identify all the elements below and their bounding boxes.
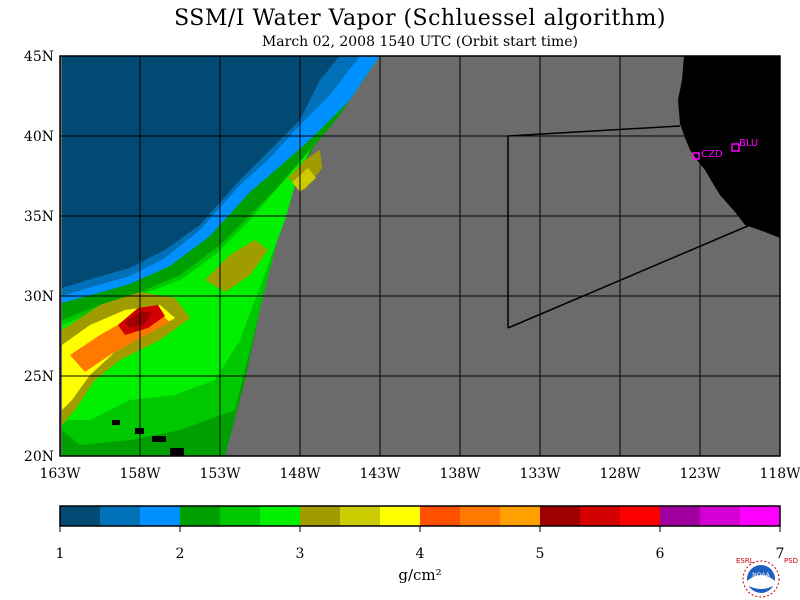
colorbar-swatch (220, 506, 261, 526)
colorbar-swatch (500, 506, 541, 526)
x-tick-label: 163W (39, 466, 81, 482)
vapor-region-olive-2 (205, 240, 268, 292)
logo-wave (747, 575, 775, 589)
y-axis-ticks: 45N 40N 35N 30N 25N 20N (24, 49, 54, 465)
map-frame (59, 55, 781, 457)
y-tick-label: 25N (24, 369, 54, 385)
x-tick-label: 138W (439, 466, 481, 482)
colorbar-swatch (580, 506, 621, 526)
outline-diagonal (507, 224, 751, 329)
x-tick-label: 158W (119, 466, 161, 482)
colorbar-swatch (620, 506, 661, 526)
vapor-region-mid-blue (62, 56, 360, 296)
y-tick-label: 30N (24, 289, 54, 305)
noaa-esrl-logo: NOAA ESRL PSD (736, 557, 798, 598)
y-tick-label: 45N (24, 49, 54, 65)
island-hawaii (170, 448, 184, 456)
colorbar-swatch (740, 506, 781, 526)
map-title: SSM/I Water Vapor (Schluessel algorithm) (174, 6, 666, 31)
vapor-region-light-blue (62, 56, 380, 303)
x-tick-label: 143W (359, 466, 401, 482)
logo-esrl-text: ESRL (736, 557, 754, 565)
colorbar-tick-label: 6 (656, 546, 665, 562)
y-tick-label: 35N (24, 209, 54, 225)
grid-lines (60, 56, 780, 456)
colorbar-ticks: 1 2 3 4 5 6 7 (56, 526, 785, 562)
colorbar-swatch (340, 506, 381, 526)
colorbar-tick-label: 1 (56, 546, 65, 562)
logo-psd-text: PSD (784, 557, 798, 565)
station-marker-czd (692, 152, 700, 160)
vapor-region-low (62, 56, 340, 288)
colorbar-swatch (660, 506, 701, 526)
colorbar-units: g/cm² (398, 566, 442, 584)
colorbar-tick-label: 5 (536, 546, 545, 562)
colorbar-tick-label: 2 (176, 546, 185, 562)
x-tick-label: 153W (199, 466, 241, 482)
colorbar-swatch (380, 506, 421, 526)
island-kauai (112, 420, 120, 425)
x-axis-ticks: 163W 158W 153W 148W 143W 138W 133W 128W 123W 118W (39, 466, 800, 482)
outline-track (507, 125, 681, 137)
colorbar-swatch (420, 506, 461, 526)
station-marker-blu (731, 143, 740, 152)
y-tick-label: 20N (24, 449, 54, 465)
vapor-region-dark-red (125, 312, 152, 328)
colorbar-swatch (540, 506, 581, 526)
colorbar-tick-label: 7 (776, 546, 785, 562)
colorbar-swatch (100, 506, 141, 526)
land-west-coast (678, 56, 780, 238)
colorbar-swatch (460, 506, 501, 526)
colorbar-swatch (260, 506, 301, 526)
x-tick-label: 118W (759, 466, 800, 482)
station-label-blu: BLU (739, 138, 758, 149)
colorbar-swatch (140, 506, 181, 526)
map-subtitle: March 02, 2008 1540 UTC (Orbit start tim… (261, 34, 579, 50)
colorbar-tick-label: 3 (296, 546, 305, 562)
colorbar-swatch (180, 506, 221, 526)
colorbar-swatch (700, 506, 741, 526)
colorbar-swatch (300, 506, 341, 526)
x-tick-label: 148W (279, 466, 321, 482)
logo-noaa-text: NOAA (752, 572, 770, 579)
colorbar-swatches (60, 506, 781, 526)
x-tick-label: 128W (599, 466, 641, 482)
colorbar-tick-label: 4 (416, 546, 425, 562)
station-label-czd: CZD (701, 149, 723, 160)
vapor-region-yellow-2 (292, 168, 316, 192)
colorbar-swatch (60, 506, 101, 526)
x-tick-label: 133W (519, 466, 561, 482)
y-tick-label: 40N (24, 129, 54, 145)
x-tick-label: 123W (679, 466, 721, 482)
island-maui (152, 436, 166, 442)
